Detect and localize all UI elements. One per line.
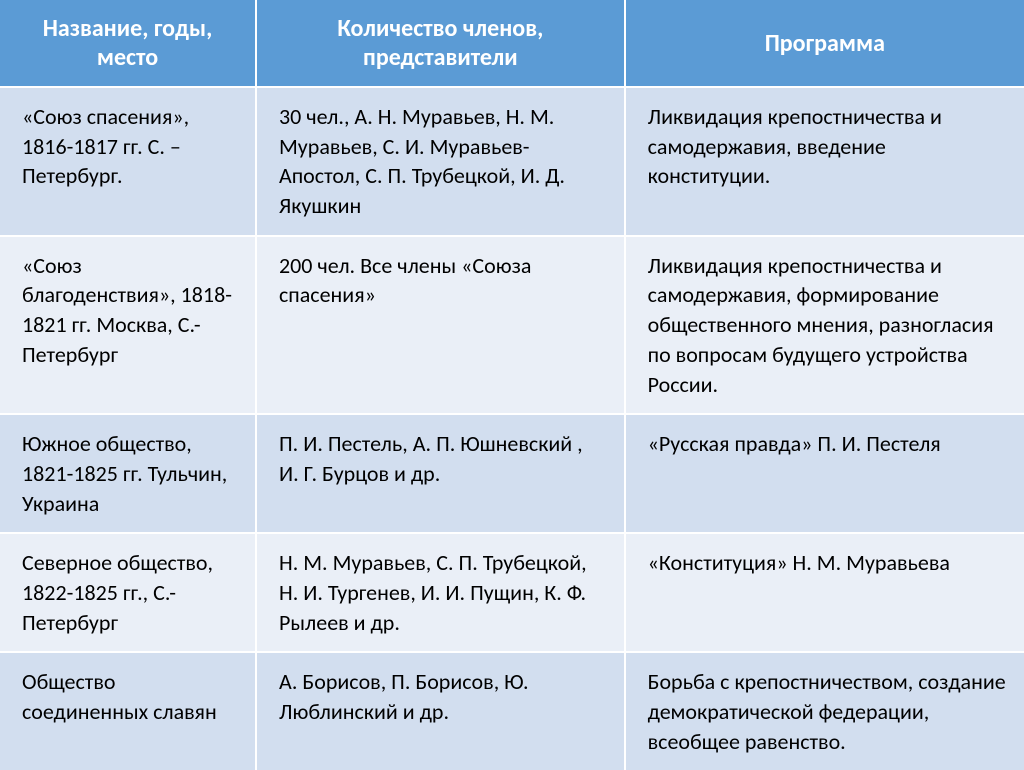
cell-members: Н. М. Муравьев, С. П. Трубецкой, Н. И. Т… [256, 533, 625, 652]
cell-members: 200 чел. Все члены «Союза спасения» [256, 236, 625, 414]
cell-program: «Конституция» Н. М. Муравьева [625, 533, 1024, 652]
cell-name: «Союз спасения», 1816-1817 гг. С. – Пете… [0, 87, 256, 236]
col-header-members: Количество членов, представители [256, 0, 625, 87]
cell-members: П. И. Пестель, А. П. Юшневский , И. Г. Б… [256, 414, 625, 533]
cell-program: Борьба с крепостничеством, создание демо… [625, 652, 1024, 770]
table-row: Южное общество, 1821-1825 гг. Тульчин, У… [0, 414, 1024, 533]
cell-members: А. Борисов, П. Борисов, Ю. Люблинский и … [256, 652, 625, 770]
table-row: «Союз спасения», 1816-1817 гг. С. – Пете… [0, 87, 1024, 236]
table-header-row: Название, годы, место Количество членов,… [0, 0, 1024, 87]
cell-program: «Русская правда» П. И. Пестеля [625, 414, 1024, 533]
cell-name: Северное общество, 1822-1825 гг., С.-Пет… [0, 533, 256, 652]
table-row: «Союз благоденствия», 1818-1821 гг. Моск… [0, 236, 1024, 414]
cell-name: «Союз благоденствия», 1818-1821 гг. Моск… [0, 236, 256, 414]
table-row: Северное общество, 1822-1825 гг., С.-Пет… [0, 533, 1024, 652]
cell-name: Общество соединенных славян [0, 652, 256, 770]
cell-name: Южное общество, 1821-1825 гг. Тульчин, У… [0, 414, 256, 533]
col-header-name: Название, годы, место [0, 0, 256, 87]
cell-program: Ликвидация крепостничества и самодержави… [625, 236, 1024, 414]
cell-program: Ликвидация крепостничества и самодержави… [625, 87, 1024, 236]
decembrist-societies-table: Название, годы, место Количество членов,… [0, 0, 1024, 770]
col-header-program: Программа [625, 0, 1024, 87]
table-row: Общество соединенных славянА. Борисов, П… [0, 652, 1024, 770]
cell-members: 30 чел., А. Н. Муравьев, Н. М. Муравьев,… [256, 87, 625, 236]
